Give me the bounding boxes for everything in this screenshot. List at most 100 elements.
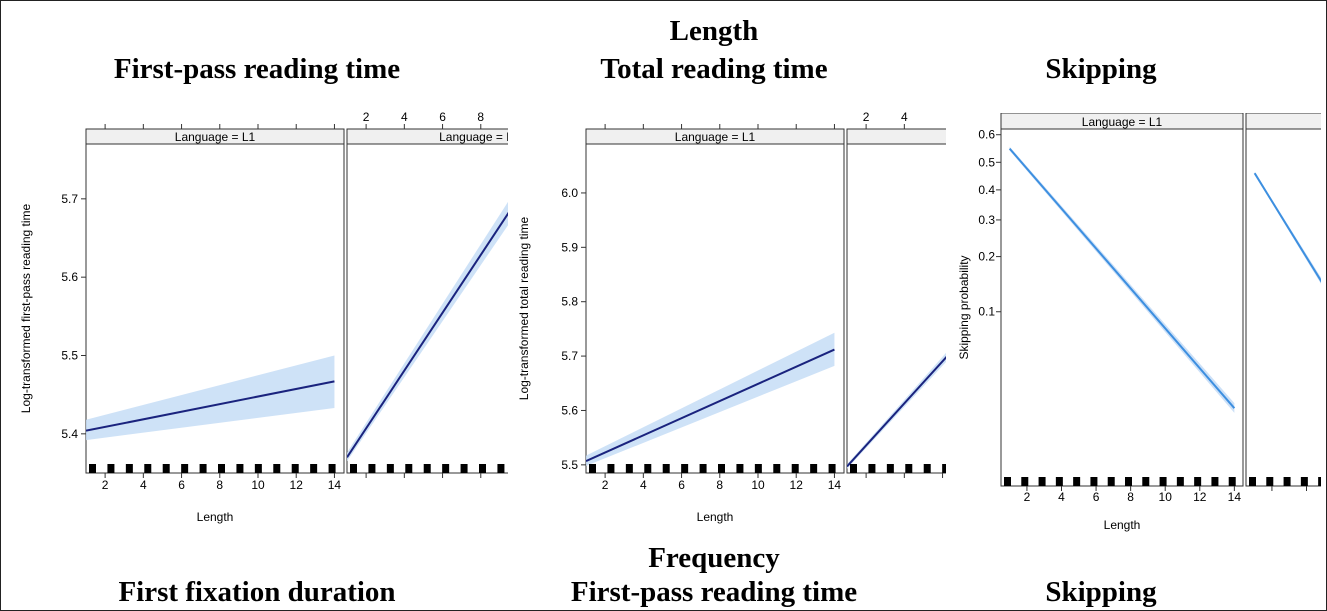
x-tick-label: 12: [790, 478, 804, 492]
top-skipping-title: Skipping: [1045, 53, 1157, 85]
rug-mark: [310, 464, 318, 473]
rug-mark: [1300, 477, 1308, 486]
rug-mark: [1318, 477, 1321, 486]
bottom-first-fixation-title: First fixation duration: [118, 576, 396, 608]
panel-frame: [585, 128, 845, 474]
x-tick-label: 4: [640, 478, 647, 492]
rug-mark: [1038, 477, 1046, 486]
rug-mark: [791, 464, 799, 473]
x-tick-label: 4: [140, 478, 147, 492]
rug-mark: [144, 464, 152, 473]
y-tick-label: 5.5: [561, 458, 578, 472]
x-tick-label: 12: [290, 478, 304, 492]
strip-label: Language = L1: [175, 130, 256, 144]
fit-line: [586, 348, 835, 462]
panel-0: Language = L1 2 4 6 8 10 12 14: [1000, 113, 1244, 504]
rug-mark: [1125, 477, 1132, 486]
rug-mark: [1055, 477, 1063, 486]
panel-0: Language = L1 2 4 6 8 10 12 14: [585, 124, 845, 492]
y-tick-label: 5.4: [61, 427, 78, 441]
rug-mark: [199, 464, 207, 473]
x-tick-label: 4: [1058, 490, 1065, 504]
rug-mark: [291, 464, 299, 473]
panel-1: La24: [846, 110, 946, 478]
rug-mark: [699, 464, 707, 473]
y-tick-label: 5.7: [561, 349, 578, 363]
fit-line: [1253, 172, 1321, 283]
y-tick-label: 5.9: [561, 240, 578, 254]
rug-mark: [89, 464, 96, 473]
rug-mark: [107, 464, 115, 473]
x-tick-label: 6: [1093, 490, 1100, 504]
y-axis-label: Skipping probability: [957, 255, 971, 359]
frequency-section-title: Frequency: [648, 542, 780, 574]
rug-mark: [1090, 477, 1098, 486]
plot-area: [1008, 146, 1236, 413]
x-tick-label: 14: [328, 478, 342, 492]
x-tick-label: 10: [251, 478, 265, 492]
fit-line: [1008, 147, 1236, 409]
top-tick-label: 4: [401, 110, 408, 124]
rug-mark: [644, 464, 652, 473]
rug-mark: [423, 464, 431, 473]
x-axis-label: Length: [1104, 518, 1141, 532]
rug-mark: [218, 464, 225, 473]
top-tick-label: 2: [1269, 113, 1276, 114]
x-tick-label: 8: [716, 478, 723, 492]
rug-mark: [162, 464, 170, 473]
rug-mark: [125, 464, 133, 473]
rug-mark: [681, 464, 689, 473]
rug-mark: [442, 464, 450, 473]
strip-box: [1000, 113, 1244, 130]
x-axis-label: Length: [697, 510, 734, 524]
top-tick-label: 2: [863, 110, 870, 124]
rug-mark: [350, 464, 357, 473]
top-total-reading-title: Total reading time: [600, 53, 828, 85]
rug-mark: [754, 464, 762, 473]
panel-frame: [846, 128, 946, 474]
fit-line: [86, 380, 335, 432]
x-tick-label: 12: [1193, 490, 1207, 504]
x-tick-label: 6: [678, 478, 685, 492]
rug-mark: [497, 464, 505, 473]
rug-mark: [1142, 477, 1150, 486]
strip-box: [346, 128, 508, 145]
bottom-skipping-title: Skipping: [1045, 576, 1157, 608]
rug-mark: [479, 464, 486, 473]
rug-mark: [1021, 477, 1029, 486]
rug-mark: [1107, 477, 1115, 486]
rug-mark: [589, 464, 596, 473]
rug-mark: [1194, 477, 1202, 486]
panel-frame: [1245, 113, 1321, 487]
y-tick-label: 6.0: [561, 186, 578, 200]
rug-mark: [236, 464, 244, 473]
strip-label: Language = L1: [1082, 115, 1163, 129]
rug-mark: [1266, 477, 1274, 486]
x-tick-label: 14: [828, 478, 842, 492]
x-tick-label: 8: [1127, 490, 1134, 504]
x-axis-label: Length: [197, 510, 234, 524]
rug-mark: [460, 464, 468, 473]
rug-mark: [273, 464, 281, 473]
confidence-band: [347, 201, 508, 462]
y-tick-label: 0.5: [978, 155, 995, 169]
top-tick-label: 4: [1303, 113, 1310, 114]
rug-mark: [1211, 477, 1219, 486]
plot-area: [347, 201, 508, 462]
strip-box: [846, 128, 946, 145]
rug-mark: [607, 464, 615, 473]
fit-line: [847, 355, 946, 468]
y-tick-label: 0.3: [978, 213, 995, 227]
y-tick-label: 0.2: [978, 250, 995, 264]
rug-mark: [1283, 477, 1291, 486]
rug-mark: [718, 464, 725, 473]
rug-mark: [905, 464, 913, 473]
plot-area: [586, 332, 835, 466]
y-tick-label: 5.6: [561, 403, 578, 417]
x-tick-label: 8: [216, 478, 223, 492]
rug-mark: [1249, 477, 1256, 486]
rug-mark: [736, 464, 744, 473]
y-tick-label: 0.1: [978, 305, 995, 319]
x-tick-label: 6: [178, 478, 185, 492]
rug-mark: [810, 464, 818, 473]
